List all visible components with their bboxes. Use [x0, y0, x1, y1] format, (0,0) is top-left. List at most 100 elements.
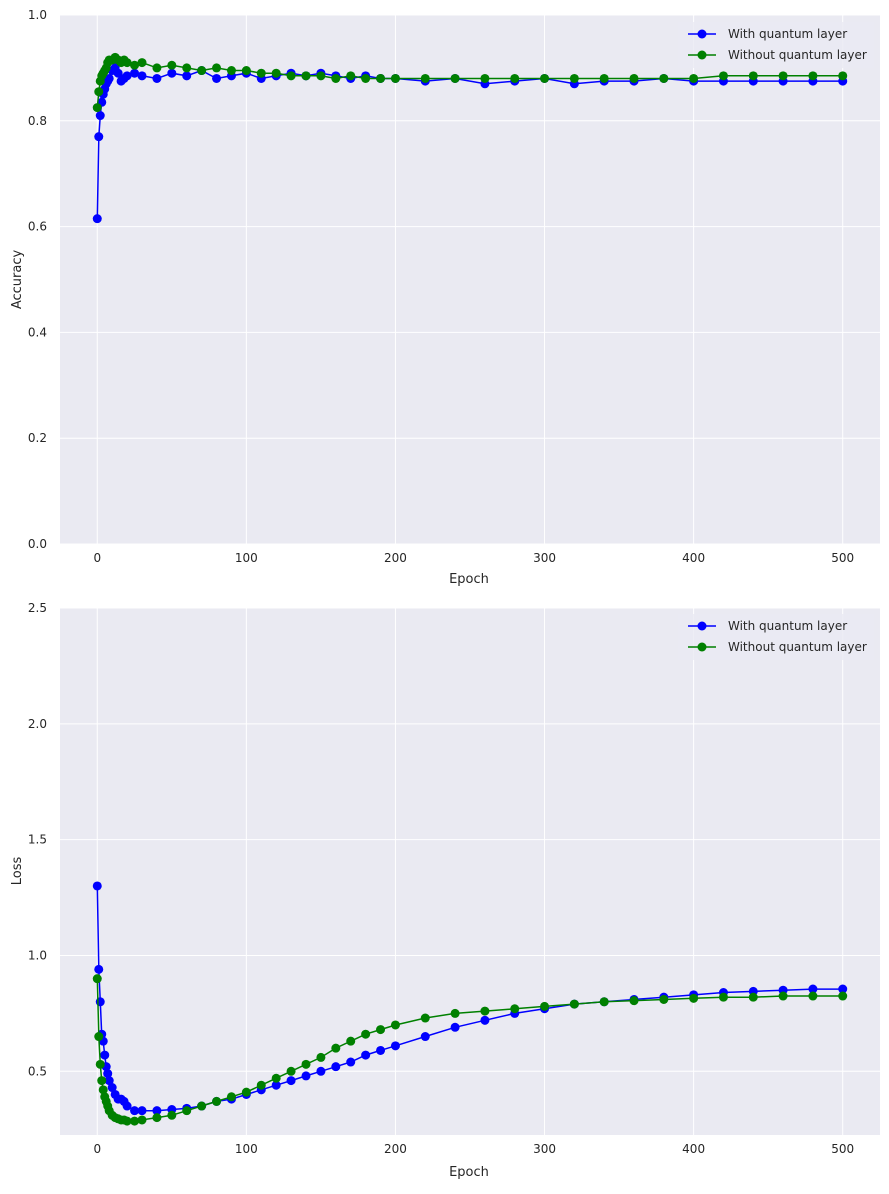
- accuracy-y-tick-label: 1.0: [28, 8, 47, 22]
- loss-point-without-quantum: [346, 1036, 356, 1046]
- loss-point-with-quantum: [450, 1022, 460, 1032]
- loss-point-without-quantum: [130, 1116, 140, 1126]
- accuracy-point-without-quantum: [778, 71, 788, 81]
- accuracy-point-without-quantum: [480, 73, 490, 83]
- loss-x-tick-label: 200: [384, 1142, 407, 1156]
- accuracy-point-without-quantum: [540, 73, 550, 83]
- accuracy-point-without-quantum: [256, 68, 266, 78]
- accuracy-grid: [60, 14, 880, 545]
- accuracy-point-with-quantum: [95, 111, 105, 121]
- loss-point-without-quantum: [450, 1008, 460, 1018]
- loss-plot-area: [60, 608, 880, 1135]
- accuracy-point-without-quantum: [92, 103, 102, 113]
- loss-point-without-quantum: [376, 1025, 386, 1035]
- accuracy-point-without-quantum: [197, 66, 207, 76]
- accuracy-point-with-quantum: [122, 71, 132, 81]
- accuracy-series: [92, 52, 848, 224]
- loss-x-tick-label: 0: [93, 1142, 101, 1156]
- loss-point-without-quantum: [718, 992, 728, 1002]
- loss-point-without-quantum: [599, 997, 609, 1007]
- loss-point-without-quantum: [94, 1032, 104, 1042]
- loss-x-axis-label: Epoch: [449, 1165, 489, 1180]
- loss-point-with-quantum: [390, 1041, 400, 1051]
- loss-y-tick-label: 2.5: [28, 601, 47, 615]
- loss-point-without-quantum: [122, 1116, 132, 1126]
- loss-point-with-quantum: [346, 1057, 356, 1067]
- loss-legend: With quantum layer Without quantum layer: [678, 614, 874, 660]
- loss-point-without-quantum: [569, 999, 579, 1009]
- loss-y-axis-label: Loss: [10, 857, 25, 886]
- accuracy-point-without-quantum: [241, 66, 251, 76]
- accuracy-point-without-quantum: [137, 58, 147, 68]
- loss-point-with-quantum: [301, 1071, 311, 1081]
- accuracy-point-without-quantum: [346, 71, 356, 81]
- loss-point-without-quantum: [540, 1001, 550, 1011]
- loss-x-tick-label: 400: [682, 1142, 705, 1156]
- loss-point-without-quantum: [256, 1080, 266, 1090]
- accuracy-legend: With quantum layer Without quantum layer: [678, 22, 874, 68]
- accuracy-point-with-quantum: [182, 71, 192, 81]
- accuracy-legend-label-with-quantum: With quantum layer: [728, 27, 847, 41]
- accuracy-point-without-quantum: [122, 58, 132, 68]
- accuracy-x-tick-label: 0: [93, 551, 101, 565]
- accuracy-y-axis-label: Accuracy: [10, 250, 25, 310]
- loss-y-tick-label: 1.5: [28, 833, 47, 847]
- accuracy-point-without-quantum: [659, 73, 669, 83]
- loss-point-without-quantum: [301, 1059, 311, 1069]
- loss-point-without-quantum: [226, 1092, 236, 1102]
- accuracy-point-with-quantum: [94, 132, 104, 142]
- accuracy-panel: 0 100 200 300 400 500 0.0 0.2 0.4 0.6 0.8 1.0 Epoch…: [10, 8, 880, 587]
- loss-point-without-quantum: [182, 1106, 192, 1116]
- loss-point-without-quantum: [361, 1029, 371, 1039]
- accuracy-point-with-quantum: [104, 73, 114, 83]
- accuracy-point-with-quantum: [212, 73, 222, 83]
- accuracy-point-without-quantum: [718, 71, 728, 81]
- accuracy-point-without-quantum: [271, 68, 281, 78]
- loss-point-with-quantum: [122, 1101, 132, 1111]
- accuracy-legend-marker-without-quantum: [697, 50, 707, 60]
- loss-point-without-quantum: [98, 1085, 108, 1095]
- accuracy-point-without-quantum: [212, 63, 222, 73]
- accuracy-point-without-quantum: [226, 66, 236, 76]
- loss-point-without-quantum: [152, 1113, 162, 1123]
- accuracy-plot-area: [60, 15, 880, 544]
- loss-point-without-quantum: [167, 1110, 177, 1120]
- loss-point-without-quantum: [689, 993, 699, 1003]
- loss-point-without-quantum: [778, 991, 788, 1001]
- loss-point-without-quantum: [316, 1052, 326, 1062]
- loss-legend-label-without-quantum: Without quantum layer: [728, 640, 867, 654]
- accuracy-point-without-quantum: [94, 87, 104, 97]
- loss-point-with-quantum: [376, 1045, 386, 1055]
- loss-point-without-quantum: [137, 1115, 147, 1125]
- accuracy-x-tick-label: 300: [533, 551, 556, 565]
- loss-point-without-quantum: [197, 1101, 207, 1111]
- accuracy-point-without-quantum: [599, 73, 609, 83]
- loss-point-with-quantum: [271, 1080, 281, 1090]
- loss-legend-marker-without-quantum: [697, 642, 707, 652]
- loss-point-without-quantum: [286, 1066, 296, 1076]
- loss-legend-box: [678, 614, 874, 660]
- accuracy-point-without-quantum: [316, 71, 326, 81]
- accuracy-point-without-quantum: [569, 73, 579, 83]
- loss-point-with-quantum: [100, 1050, 110, 1060]
- accuracy-legend-box: [678, 22, 874, 68]
- loss-point-with-quantum: [130, 1106, 140, 1116]
- accuracy-point-without-quantum: [152, 63, 162, 73]
- loss-point-without-quantum: [808, 991, 818, 1001]
- loss-point-without-quantum: [331, 1043, 341, 1053]
- loss-point-with-quantum: [361, 1050, 371, 1060]
- accuracy-y-tick-label: 0.6: [28, 220, 47, 234]
- accuracy-point-without-quantum: [331, 73, 341, 83]
- loss-point-without-quantum: [748, 992, 758, 1002]
- loss-ticks: 0 100 200 300 400 500 0.5 1.0 1.5 2.0 2.5: [28, 601, 854, 1156]
- accuracy-x-axis-label: Epoch: [449, 572, 489, 587]
- accuracy-x-tick-label: 400: [682, 551, 705, 565]
- accuracy-point-without-quantum: [167, 60, 177, 70]
- loss-point-without-quantum: [271, 1073, 281, 1083]
- loss-point-without-quantum: [510, 1004, 520, 1014]
- loss-point-with-quantum: [103, 1069, 113, 1079]
- loss-point-with-quantum: [104, 1076, 114, 1086]
- loss-legend-label-with-quantum: With quantum layer: [728, 619, 847, 633]
- accuracy-x-tick-label: 200: [384, 551, 407, 565]
- loss-x-tick-label: 300: [533, 1142, 556, 1156]
